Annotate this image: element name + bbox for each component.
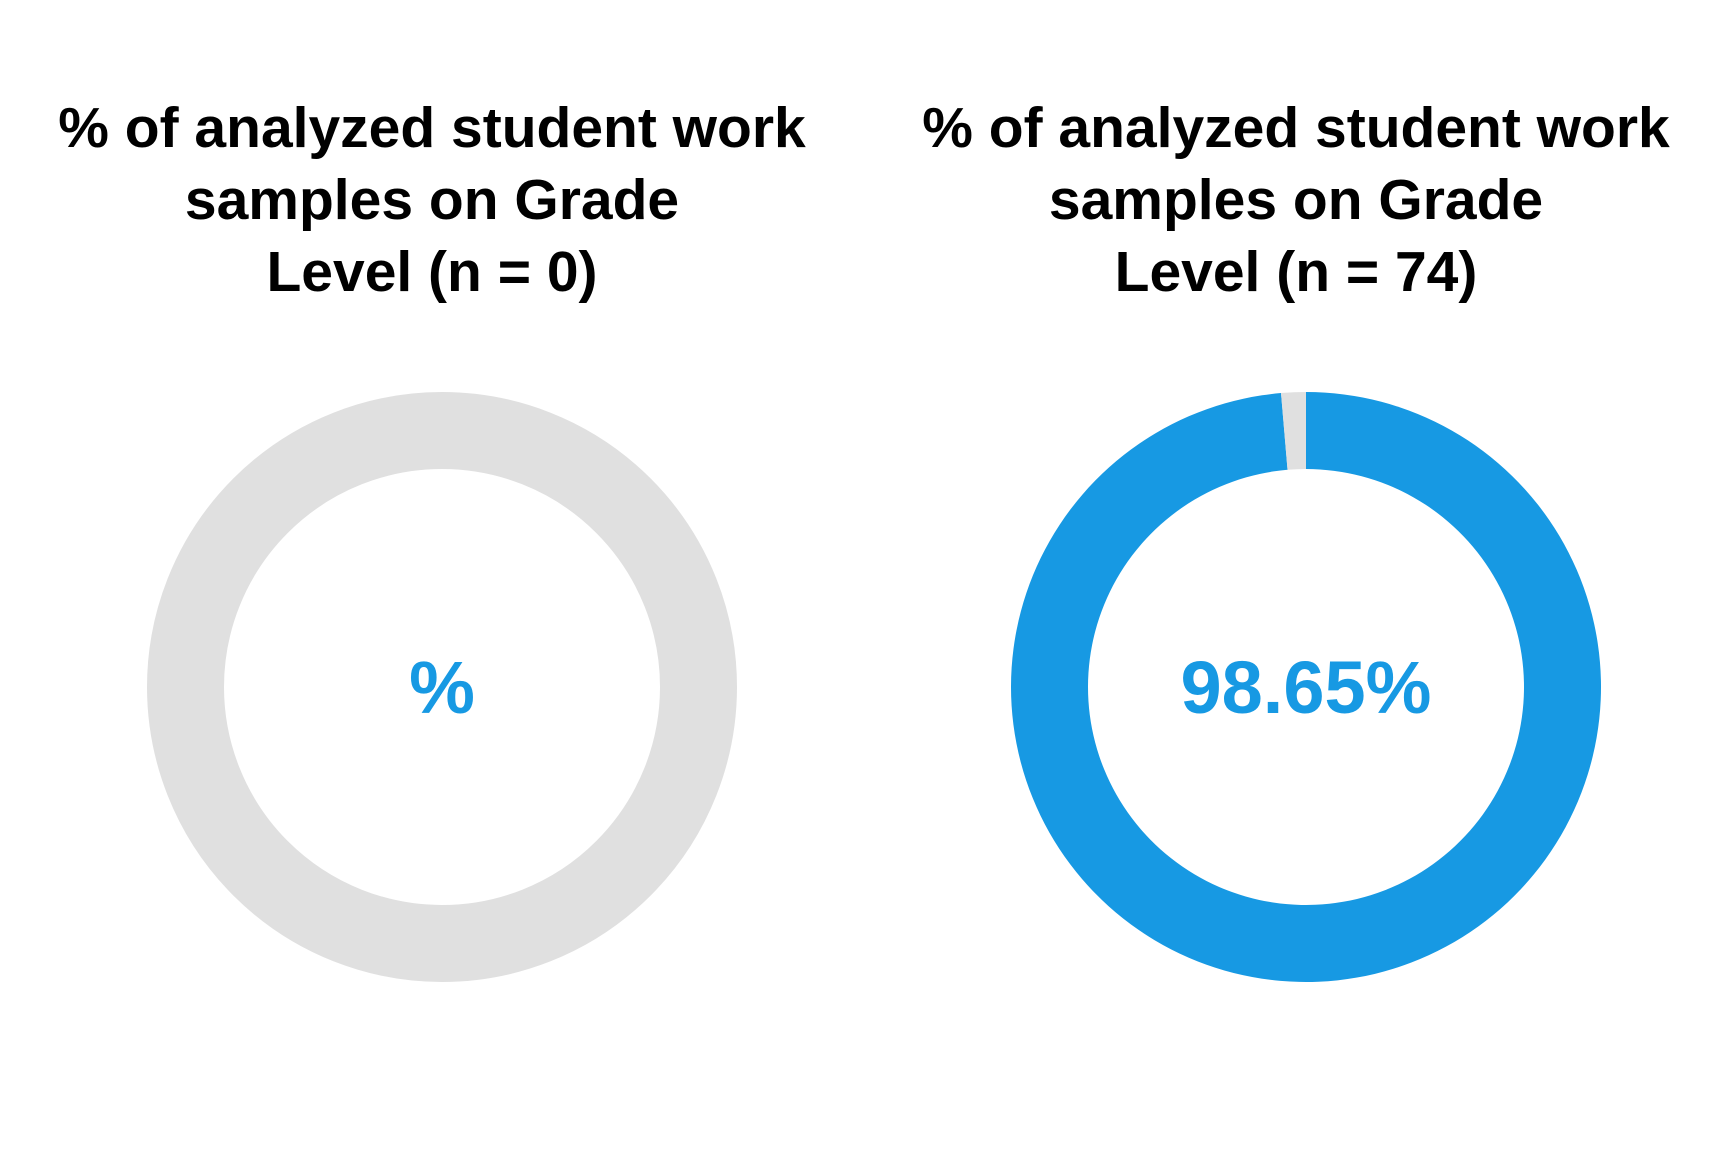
donut-chart: % [147,392,737,982]
chart-title-line: % of analyzed student work [58,96,806,160]
donut-chart-panel-right: % of analyzed student work samples on Gr… [864,0,1728,1152]
chart-title: % of analyzed student work samples on Gr… [884,92,1708,308]
chart-title-line: % of analyzed student work [922,96,1670,160]
center-value-label: % [409,646,475,729]
chart-title: % of analyzed student work samples on Gr… [20,92,844,308]
center-value-label: 98.65% [1181,646,1432,729]
donut-chart: 98.65% [1010,392,1601,982]
chart-title-line: Level (n = 0) [266,240,598,304]
donut-chart-panel-left: % of analyzed student work samples on Gr… [20,92,844,982]
chart-title-line: Level (n = 74) [1114,240,1478,304]
chart-title-line: samples on Grade [1048,168,1544,232]
donut-slice-1 [1281,392,1306,470]
donut-slice-1 [147,392,737,982]
chart-title-line: samples on Grade [184,168,680,232]
